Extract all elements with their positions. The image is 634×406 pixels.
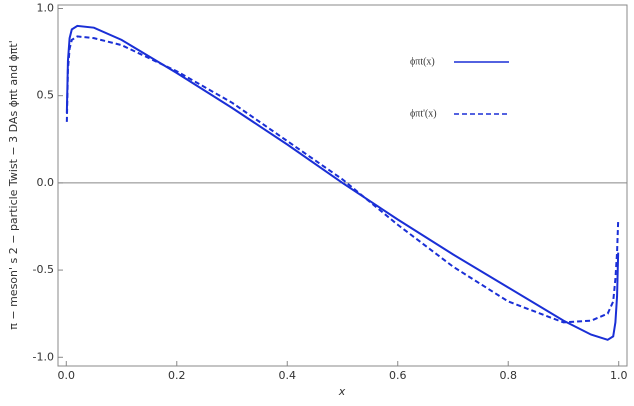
y-axis-label: π − meson' s 2 − particle Twist − 3 DAs … — [7, 40, 20, 330]
x-tick-label: 0.8 — [499, 369, 517, 382]
x-tick-label: 0.2 — [168, 369, 186, 382]
plot-frame — [57, 4, 628, 367]
x-tick-label: 1.0 — [610, 369, 628, 382]
series-line — [65, 24, 620, 341]
y-tick-label: -1.0 — [33, 350, 54, 363]
y-tick-label: -0.5 — [33, 263, 54, 276]
series-line — [65, 35, 620, 324]
legend-label: ϕπt'(x) — [410, 108, 437, 119]
y-tick-label: 1.0 — [37, 1, 55, 14]
x-tick-label: 0.0 — [58, 369, 76, 382]
y-tick-label: 0.0 — [37, 176, 55, 189]
y-tick-label: 0.5 — [37, 89, 55, 102]
x-axis-label: x — [338, 385, 346, 398]
legend-label: ϕπt(x) — [410, 56, 435, 67]
x-tick-label: 0.6 — [389, 369, 407, 382]
x-tick-label: 0.4 — [279, 369, 297, 382]
